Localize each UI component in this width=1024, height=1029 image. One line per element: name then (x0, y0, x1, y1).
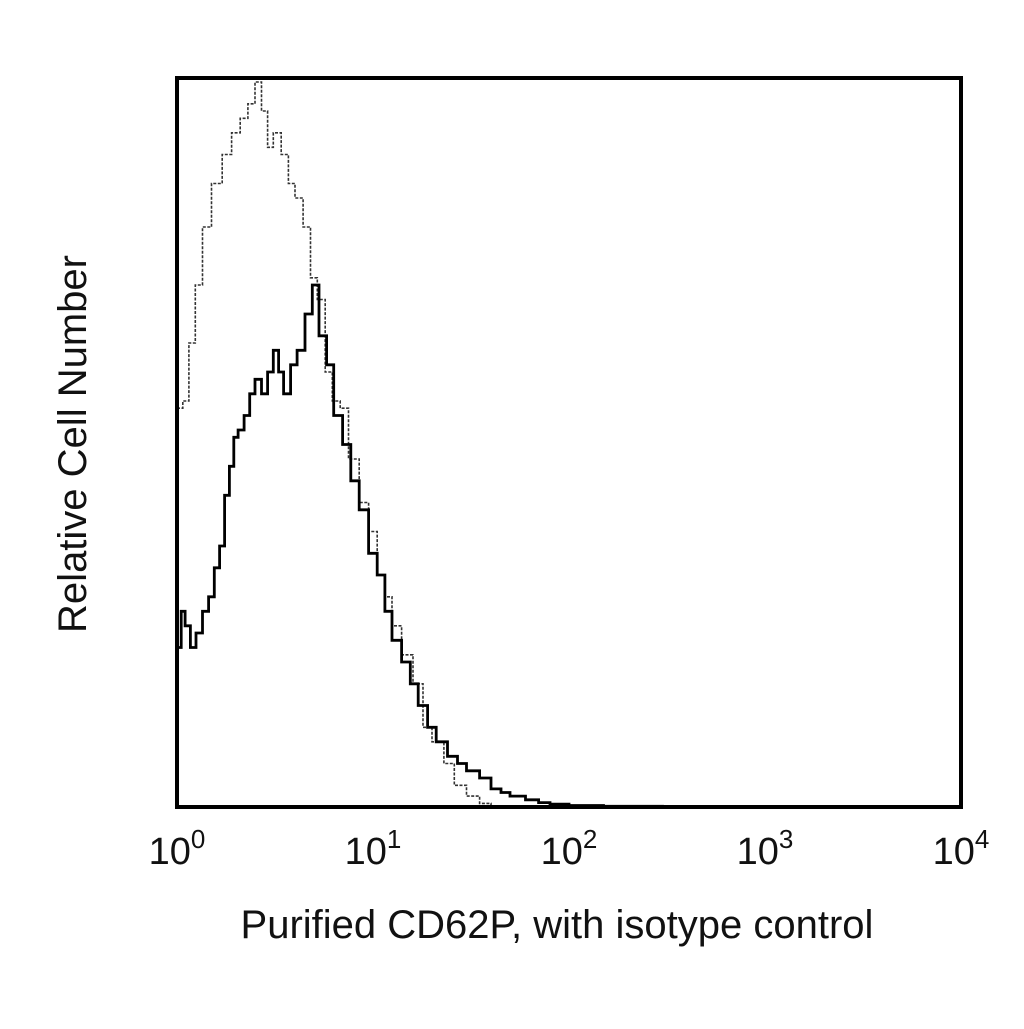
x-tick-label: 103 (737, 824, 794, 873)
plot-frame (175, 76, 963, 809)
x-tick-exponent: 0 (191, 824, 205, 854)
x-axis-label: Purified CD62P, with isotype control (241, 903, 874, 947)
x-tick-label: 102 (541, 824, 598, 873)
x-tick-base: 10 (933, 831, 975, 873)
x-tick-base: 10 (149, 831, 191, 873)
x-tick-exponent: 1 (387, 824, 401, 854)
series-layer (177, 81, 961, 809)
x-tick-exponent: 2 (583, 824, 597, 854)
y-axis-label: Relative Cell Number (51, 255, 95, 633)
x-tick-label: 104 (933, 824, 990, 873)
x-tick-exponent: 3 (779, 824, 793, 854)
x-tick-label: 100 (149, 824, 206, 873)
x-tick-label: 101 (345, 824, 402, 873)
histogram-series-2 (177, 283, 961, 809)
x-tick-base: 10 (541, 831, 583, 873)
x-tick-base: 10 (737, 831, 779, 873)
x-tick-base: 10 (345, 831, 387, 873)
x-tick-exponent: 4 (975, 824, 989, 854)
histogram-series-1 (177, 81, 492, 807)
x-tick-labels: 100 101 102 103 104 (149, 824, 990, 873)
